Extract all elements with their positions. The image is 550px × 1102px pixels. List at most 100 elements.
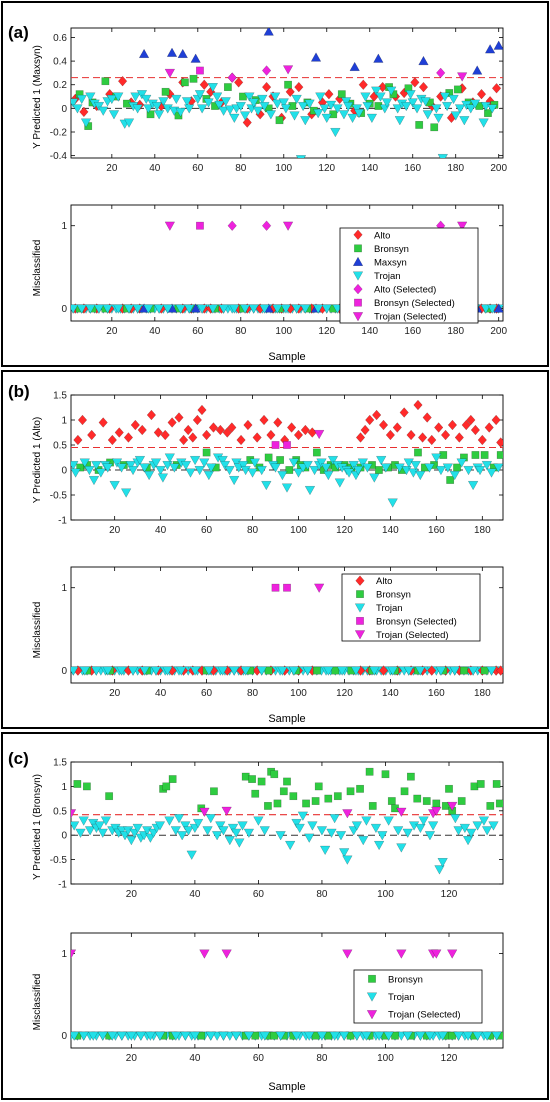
x-tick-label: 160 xyxy=(404,326,421,337)
trojan-selected-point xyxy=(164,68,176,79)
legend-swatch xyxy=(354,603,366,613)
trojan-point xyxy=(488,821,499,831)
trojan-selected-point xyxy=(313,583,325,594)
trojan-point xyxy=(450,111,461,121)
trojan-point xyxy=(402,828,413,839)
trojan-point xyxy=(143,304,154,314)
plot-marks xyxy=(71,767,503,875)
alto-point xyxy=(201,429,212,441)
trojan-point xyxy=(431,453,442,463)
legend-swatch xyxy=(352,312,364,322)
trojan-point xyxy=(491,1031,502,1041)
trojan-point xyxy=(362,101,373,112)
trojan-selected-point xyxy=(396,807,407,818)
legend-label: Trojan xyxy=(388,992,415,1003)
bronsyn-point xyxy=(251,789,260,798)
trojan-point xyxy=(316,1031,328,1041)
trojan-point xyxy=(309,465,320,476)
alto-point xyxy=(427,665,437,676)
bronsyn-point xyxy=(406,772,415,781)
trojan-point xyxy=(170,1031,182,1041)
trojan-point xyxy=(420,97,431,107)
trojan-point xyxy=(329,814,340,824)
y-tick-label: -1 xyxy=(58,880,67,891)
trojan-point xyxy=(304,833,315,843)
x-tick-label: 60 xyxy=(192,326,204,337)
alto-point xyxy=(461,419,471,431)
plot-0: 20 40 60 80 100 120 140 160 180 200 -0.4 -0.2 0 0.2 0.… xyxy=(50,27,507,174)
maxsyn-point xyxy=(493,303,503,313)
trojan-point xyxy=(240,465,251,476)
alto-point xyxy=(153,427,163,438)
trojan-selected-point xyxy=(199,807,210,818)
trojan-point xyxy=(143,104,154,114)
trojan-point xyxy=(427,821,439,831)
trojan-point xyxy=(449,666,460,676)
trojan-point xyxy=(100,816,112,826)
panel-a-ylabel-bottom: Misclassified xyxy=(32,240,43,297)
trojan-point xyxy=(180,460,192,471)
legend-swatch xyxy=(356,590,364,599)
trojan-point xyxy=(154,1031,166,1041)
trojan-point xyxy=(135,1031,147,1041)
legend-label: Trojan xyxy=(374,271,401,282)
y-tick-label: 0.2 xyxy=(53,80,67,91)
trojan-point xyxy=(109,480,120,491)
panel-c-xlabel: Sample xyxy=(268,1081,305,1093)
trojan-selected-point xyxy=(282,65,294,75)
bronsyn-point xyxy=(375,466,383,474)
trojan-point xyxy=(107,1031,118,1041)
maxsyn-point xyxy=(190,303,201,313)
trojan-point xyxy=(293,468,304,478)
trojan-point xyxy=(98,106,109,117)
bronsyn-point xyxy=(346,1031,355,1040)
trojan-point xyxy=(158,97,169,107)
bronsyn-point xyxy=(283,777,291,786)
trojan-point xyxy=(369,473,380,483)
trojan-point xyxy=(415,666,426,676)
legend-label: Trojan (Selected) xyxy=(388,1010,461,1021)
x-tick-label: 20 xyxy=(109,688,121,699)
bronsyn-point xyxy=(197,1031,206,1040)
alto-point xyxy=(484,422,494,433)
bronsyn-point xyxy=(312,666,321,675)
trojan-point xyxy=(176,666,187,676)
alto-point xyxy=(222,427,232,438)
legend-label: Bronsyn xyxy=(374,244,409,255)
legend-swatch xyxy=(353,229,363,241)
y-tick-label: 0 xyxy=(61,1031,67,1042)
trojan-point xyxy=(84,826,96,836)
trojan-point xyxy=(300,116,311,126)
trojan-point xyxy=(281,483,293,493)
trojan-point xyxy=(291,1031,302,1041)
trojan-point xyxy=(127,666,139,676)
legend-box xyxy=(341,573,481,642)
bronsyn-point xyxy=(311,797,320,805)
legend: Alto Bronsyn Maxsyn Trojan Alto (Selected) Br… xyxy=(339,227,479,324)
trojan-point xyxy=(162,304,173,314)
trojan-point xyxy=(297,811,309,821)
trojan-point xyxy=(338,110,350,120)
bronsyn-point xyxy=(422,797,431,805)
trojan-point xyxy=(75,828,86,839)
legend-swatch xyxy=(353,283,363,295)
trojan-point xyxy=(72,104,83,114)
trojan-point xyxy=(80,118,92,128)
alto-point xyxy=(454,432,464,443)
trojan-point xyxy=(185,468,196,478)
x-tick-label: 20 xyxy=(126,1053,138,1064)
alto-point xyxy=(259,414,269,426)
legend-swatch xyxy=(354,630,366,640)
bronsyn-point xyxy=(302,799,310,808)
trojan-point xyxy=(465,104,476,114)
trojan-point xyxy=(383,1031,394,1041)
trojan-point xyxy=(394,116,406,126)
legend-label: Trojan (Selected) xyxy=(374,312,447,323)
trojan-point xyxy=(481,826,493,836)
trojan-point xyxy=(300,304,311,314)
alto-point xyxy=(137,424,147,436)
bronsyn-point xyxy=(391,1031,399,1040)
trojan-point xyxy=(351,1031,363,1041)
trojan-point xyxy=(237,821,248,831)
legend-label: Maxsyn xyxy=(374,257,407,268)
